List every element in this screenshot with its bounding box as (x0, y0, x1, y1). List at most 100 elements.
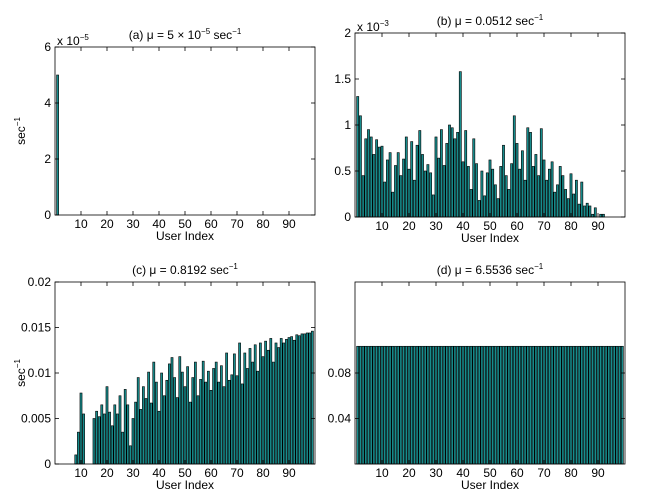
y-tick-label: 2 (44, 152, 51, 166)
bar (507, 345, 511, 465)
x-axis-label: User Index (461, 478, 519, 492)
x-tick-label: 70 (230, 217, 244, 231)
y-tick-label: 0.04 (328, 412, 352, 426)
bar (491, 345, 495, 465)
bar (256, 370, 260, 465)
y-tick-label: 1 (344, 118, 351, 132)
bar (620, 345, 624, 465)
bar (569, 345, 573, 465)
bar (566, 345, 570, 465)
bar (126, 404, 130, 465)
bar (502, 144, 505, 218)
bar (577, 345, 581, 465)
bar (410, 141, 414, 218)
bar (588, 345, 592, 465)
bar (415, 345, 419, 465)
bar (585, 345, 589, 465)
bar (105, 386, 109, 465)
chart-title-part: −1 (229, 262, 239, 271)
bar (531, 166, 535, 218)
bar (523, 345, 527, 465)
x-tick-label: 20 (100, 217, 114, 231)
bar (480, 345, 484, 465)
bar (413, 345, 416, 465)
bar (173, 377, 176, 465)
bar (386, 159, 389, 218)
bar (308, 332, 312, 465)
chart-title: (a) μ = 5 × 10−5 sec−1 (129, 27, 242, 42)
bar (445, 143, 449, 218)
bar (548, 345, 551, 465)
bar (556, 345, 559, 465)
bar (157, 410, 161, 465)
bar (410, 345, 414, 465)
bar (510, 345, 513, 465)
bar (469, 189, 473, 218)
bar (575, 345, 578, 465)
bar (539, 345, 543, 465)
bar (607, 345, 611, 465)
bar (383, 181, 387, 218)
bar (494, 345, 497, 465)
bar (531, 345, 535, 465)
bar (394, 165, 397, 218)
bar (277, 347, 280, 465)
bar (561, 345, 565, 465)
bar (467, 345, 470, 465)
bar (472, 345, 476, 465)
bar (227, 379, 231, 465)
bar (431, 194, 435, 218)
bar (170, 357, 174, 465)
bar (467, 166, 470, 218)
bar (504, 345, 508, 465)
bar (165, 379, 169, 465)
bar (604, 345, 608, 465)
bar (100, 404, 104, 465)
bar (303, 333, 306, 465)
y-tick-label: 0 (44, 208, 51, 222)
bar (502, 345, 505, 465)
bar (369, 136, 373, 218)
y-multiplier-part: −5 (80, 33, 90, 42)
bar (542, 159, 546, 218)
bar (477, 200, 481, 218)
chart-title-part: (c) μ = 0.8192 sec (132, 263, 229, 277)
bar (251, 361, 254, 465)
bar (580, 181, 584, 218)
bar (512, 345, 516, 465)
bar (95, 410, 98, 465)
bar (445, 345, 449, 465)
bar (74, 454, 78, 465)
bar (311, 330, 314, 465)
bar (380, 145, 384, 218)
bar (285, 339, 288, 465)
bar (577, 203, 581, 218)
bar (380, 345, 384, 465)
bar (515, 345, 519, 465)
x-tick-label: 90 (282, 217, 296, 231)
bar (539, 128, 543, 218)
bar (431, 345, 435, 465)
x-axis-label: User Index (156, 229, 214, 243)
bar (155, 381, 158, 465)
bar (550, 161, 554, 218)
x-tick-label: 40 (152, 217, 166, 231)
bar (491, 168, 495, 218)
bar (585, 202, 589, 218)
x-tick-label: 60 (510, 466, 524, 480)
bar (583, 345, 586, 465)
bar (453, 138, 457, 218)
bar (144, 398, 148, 465)
bar (305, 332, 309, 465)
chart-title: (c) μ = 0.8192 sec−1 (132, 262, 238, 277)
bar (515, 143, 519, 218)
y-tick-label: 0.01 (28, 366, 52, 380)
x-tick-label: 40 (152, 466, 166, 480)
bar (240, 383, 244, 465)
bar (461, 161, 465, 218)
bar (367, 129, 370, 218)
bar (375, 139, 378, 218)
bar (396, 345, 400, 465)
bar (56, 74, 59, 216)
bar (450, 127, 454, 218)
